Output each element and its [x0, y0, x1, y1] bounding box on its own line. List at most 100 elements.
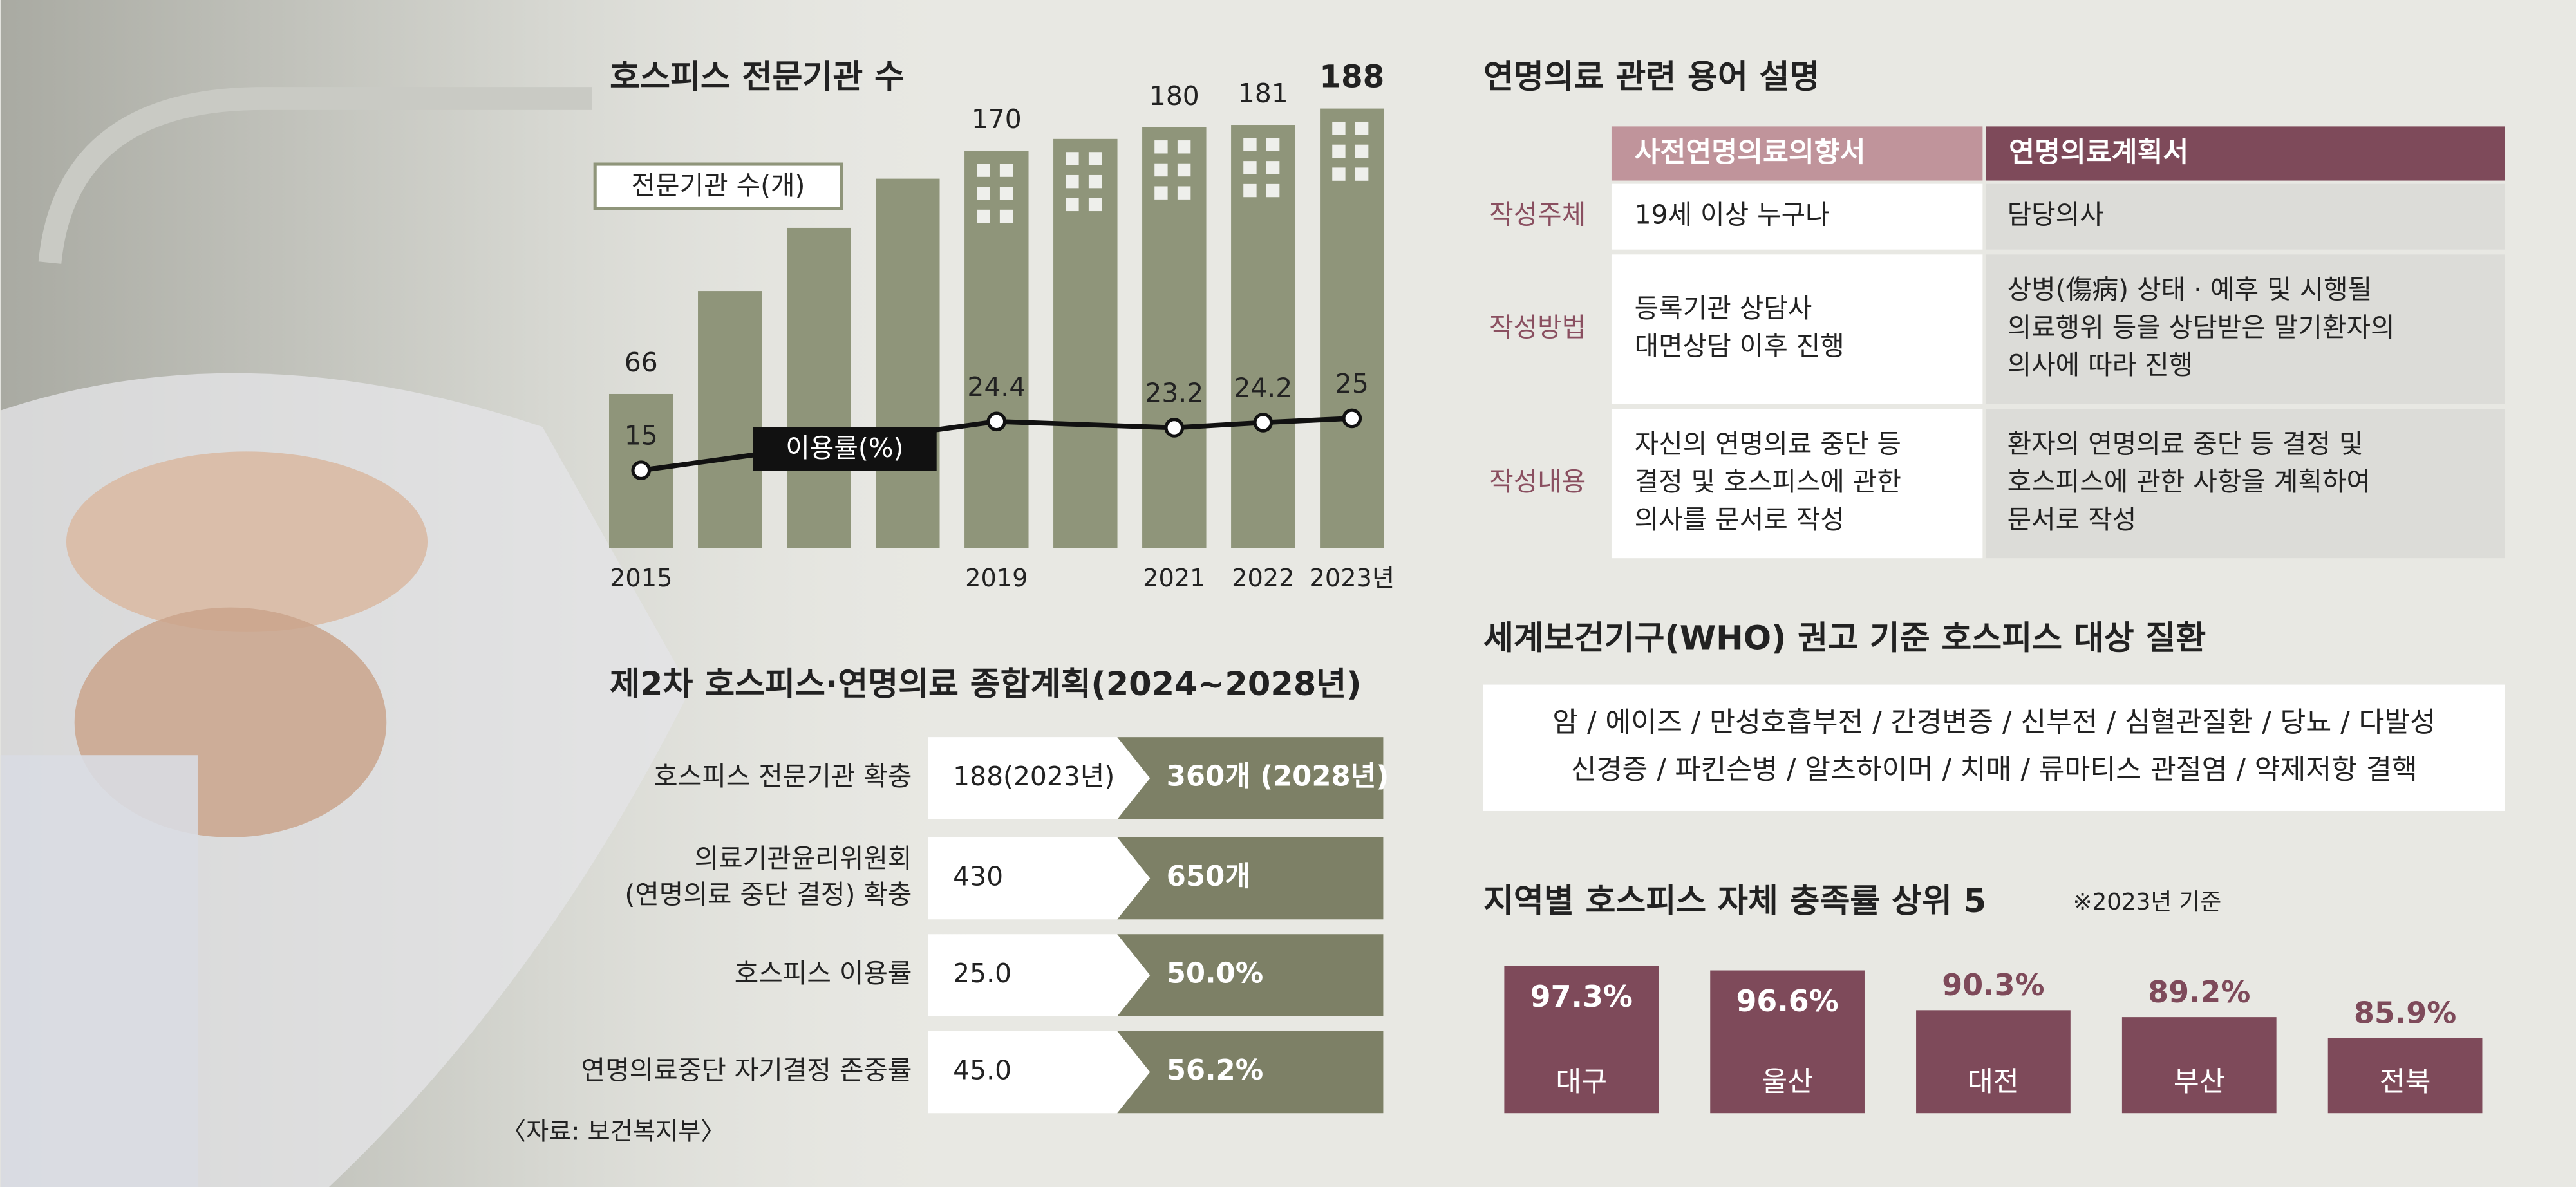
plan-target: 56.2% — [1167, 1054, 1263, 1087]
x-tick-label: 2019 — [965, 564, 1028, 593]
bar — [787, 227, 851, 548]
plan-title: 제2차 호스피스·연명의료 종합계획(2024~2028년) — [610, 666, 1361, 704]
source: 〈자료: 보건복지부〉 — [502, 1117, 726, 1146]
line-value-label: 24.2 — [1234, 372, 1292, 403]
bar — [1142, 127, 1207, 548]
terms-text: 19세 이상 누구나 — [1635, 200, 1830, 230]
window — [1177, 163, 1191, 177]
category-label: 울산 — [1762, 1066, 1813, 1098]
plan-before-cell — [928, 837, 1151, 920]
window — [1154, 186, 1168, 200]
window — [1177, 186, 1191, 200]
window — [1355, 167, 1369, 181]
line-legend-label: 이용률(%) — [785, 433, 903, 463]
window — [1154, 140, 1168, 154]
who-line: 신경증 / 파킨슨병 / 알츠하이머 / 치매 / 류마티스 관절염 / 약제저… — [1571, 754, 2418, 786]
window — [977, 209, 990, 223]
value-label: 96.6% — [1736, 984, 1838, 1018]
window — [1266, 138, 1280, 151]
window — [1332, 167, 1346, 181]
bar — [964, 151, 1029, 548]
terms-text: 호스피스에 관한 사항을 계획하여 — [2007, 466, 2371, 497]
plan-label: 연명의료중단 자기결정 존중률 — [581, 1054, 912, 1085]
terms-row-label: 작성방법 — [1489, 312, 1586, 342]
plan-before-cell — [928, 934, 1151, 1016]
x-tick-label: 2023년 — [1310, 564, 1395, 593]
line-legend — [753, 427, 937, 471]
plan-before: 430 — [953, 861, 1003, 892]
bar — [1053, 138, 1118, 548]
plan-label: 의료기관윤리위원회 — [695, 843, 912, 874]
window — [999, 209, 1013, 223]
who-line: 암 / 에이즈 / 만성호흡부전 / 간경변증 / 신부전 / 심혈관질환 / … — [1552, 706, 2436, 738]
chart-note: ※2023년 기준 — [2073, 889, 2222, 915]
terms-cell — [1986, 409, 2505, 559]
value-label: 181 — [1238, 78, 1288, 109]
legend-label: 전문기관 수(개) — [631, 170, 805, 201]
who-title: 세계보건기구(WHO) 권고 기준 호스피스 대상 질환 — [1483, 620, 2206, 658]
terms-text: 등록기관 상담사 — [1635, 293, 1812, 324]
plan-before: 45.0 — [953, 1054, 1011, 1085]
bed-rail — [38, 87, 592, 264]
terms-text: 담당의사 — [2007, 200, 2104, 230]
value-label: 90.3% — [1942, 967, 2044, 1002]
terms-title: 연명의료 관련 용어 설명 — [1483, 58, 1819, 96]
terms-text: 대면상담 이후 진행 — [1635, 331, 1845, 362]
value-label: 66 — [625, 347, 658, 378]
window — [999, 164, 1013, 177]
plan-target: 360개 (2028년) — [1167, 760, 1389, 792]
terms-cell — [1611, 409, 1983, 559]
legend-box — [593, 162, 843, 210]
terms-text: 문서로 작성 — [2007, 504, 2137, 535]
line-point — [1253, 413, 1274, 433]
line-point — [1164, 418, 1185, 438]
hand — [66, 451, 428, 632]
sleeve — [0, 755, 198, 1187]
plan-target-cell — [1117, 1031, 1384, 1114]
line-point — [1342, 408, 1362, 429]
terms-header-cell — [1986, 126, 2505, 181]
category-label: 전북 — [2380, 1066, 2431, 1098]
terms-cell — [1986, 254, 2505, 404]
plan-target-cell — [1117, 837, 1384, 920]
plan-before: 25.0 — [953, 958, 1011, 989]
window — [999, 187, 1013, 200]
window — [1177, 140, 1191, 154]
terms-header: 사전연명의료의향서 — [1635, 136, 1866, 169]
plan-label: 호스피스 전문기관 확충 — [653, 761, 912, 792]
plan-label: 호스피스 이용률 — [735, 958, 912, 989]
terms-text: 결정 및 호스피스에 관한 — [1635, 466, 1901, 497]
terms-cell — [1611, 254, 1983, 404]
plan-target-cell — [1117, 737, 1384, 819]
x-tick-label: 2022 — [1232, 564, 1294, 593]
terms-text: 자신의 연명의료 중단 등 — [1635, 428, 1901, 459]
category-label: 대구 — [1556, 1066, 1607, 1098]
line-value-label: 24.4 — [967, 371, 1026, 402]
category-label: 대전 — [1968, 1066, 2019, 1098]
bar — [1231, 125, 1295, 548]
bar — [2327, 1038, 2483, 1114]
plan-label: (연명의료 중단 결정) 확충 — [625, 879, 912, 910]
window — [1066, 174, 1079, 189]
terms-row-label: 작성주체 — [1489, 200, 1586, 230]
value-label: 188 — [1319, 59, 1384, 95]
line-point — [631, 460, 652, 481]
plan-target-cell — [1117, 934, 1384, 1016]
bar — [1504, 966, 1659, 1114]
window — [1066, 198, 1079, 212]
window — [1355, 144, 1369, 158]
window — [1066, 152, 1079, 165]
window — [1332, 121, 1346, 135]
x-tick-label: 2021 — [1143, 564, 1205, 593]
window — [1266, 183, 1280, 198]
terms-text: 환자의 연명의료 중단 등 결정 및 — [2007, 428, 2364, 459]
window — [1154, 163, 1168, 177]
window — [1088, 198, 1102, 212]
terms-cell — [1611, 183, 1983, 250]
terms-header: 연명의료계획서 — [2009, 136, 2188, 169]
window — [1243, 138, 1257, 151]
terms-text: 상병(傷病) 상태 · 예후 및 시행될 — [2007, 274, 2373, 305]
bar — [2121, 1017, 2277, 1114]
window — [1355, 121, 1369, 135]
